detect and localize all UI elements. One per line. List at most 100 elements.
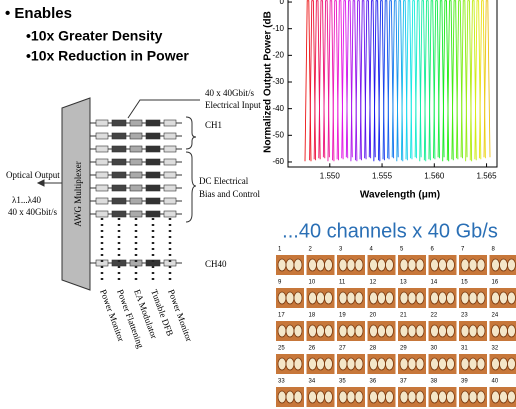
eye-opening	[408, 391, 416, 403]
brace	[186, 152, 196, 222]
eye-opening	[439, 391, 447, 403]
eye-opening	[378, 391, 386, 403]
eye-opening	[408, 259, 416, 271]
eye-opening	[294, 358, 302, 370]
eye-opening	[386, 259, 394, 271]
eye-label: 35	[339, 379, 346, 385]
eye-opening	[317, 391, 325, 403]
device	[130, 120, 142, 126]
eye-label: 12	[370, 280, 377, 286]
eye-opening	[500, 259, 508, 271]
eye-opening	[469, 358, 477, 370]
eye-opening	[339, 259, 347, 271]
eye-opening	[461, 358, 469, 370]
device	[96, 211, 108, 217]
eye-label: 11	[339, 280, 346, 286]
eye-opening	[386, 292, 394, 304]
eye-opening	[416, 292, 424, 304]
eye-opening	[431, 325, 439, 337]
eye-opening	[286, 325, 294, 337]
eye-opening	[339, 325, 347, 337]
bullet: •10x Reduction in Power	[26, 48, 189, 64]
eye-opening	[408, 325, 416, 337]
y-tick-label: 0	[280, 0, 285, 6]
brace	[186, 117, 196, 149]
device	[96, 198, 108, 204]
eye-opening	[461, 292, 469, 304]
device	[112, 120, 126, 126]
eye-opening	[416, 325, 424, 337]
eye-label: 38	[431, 379, 438, 385]
eye-label: 9	[278, 280, 282, 286]
eye-opening	[294, 292, 302, 304]
eye-opening	[477, 391, 485, 403]
device	[130, 198, 142, 204]
eye-opening	[508, 358, 516, 370]
input-label: 40 x 40Gbit/s	[205, 88, 255, 98]
eye-opening	[325, 259, 333, 271]
device	[146, 172, 160, 178]
eye-opening	[317, 292, 325, 304]
device	[130, 185, 142, 191]
eye-opening	[469, 292, 477, 304]
eye-opening	[339, 358, 347, 370]
eye-opening	[469, 325, 477, 337]
eye-label: 37	[400, 379, 407, 385]
eye-opening	[278, 325, 286, 337]
eye-label: 36	[370, 379, 377, 385]
y-tick-label: -30	[272, 77, 284, 86]
eye-opening	[469, 259, 477, 271]
device	[164, 172, 176, 178]
eye-opening	[317, 259, 325, 271]
eye-opening	[317, 325, 325, 337]
device	[146, 120, 160, 126]
eye-opening	[347, 325, 355, 337]
eye-opening	[278, 292, 286, 304]
eye-label: 33	[278, 379, 285, 385]
eye-label: 14	[431, 280, 438, 286]
device	[112, 146, 126, 152]
eye-opening	[492, 391, 500, 403]
eye-opening	[477, 292, 485, 304]
eye-opening	[378, 259, 386, 271]
y-tick-label: -50	[272, 130, 284, 139]
eye-opening	[461, 325, 469, 337]
device	[130, 133, 142, 139]
eye-opening	[447, 391, 455, 403]
eye-opening	[500, 391, 508, 403]
eye-opening	[347, 292, 355, 304]
eye-opening	[500, 358, 508, 370]
eye-opening	[500, 325, 508, 337]
eye-opening	[508, 391, 516, 403]
device	[146, 146, 160, 152]
eye-opening	[294, 391, 302, 403]
eye-label: 7	[461, 247, 465, 253]
eye-label: 31	[461, 346, 468, 352]
eye-opening	[286, 292, 294, 304]
eye-opening	[461, 259, 469, 271]
device	[164, 120, 176, 126]
eye-label: 17	[278, 313, 285, 319]
eye-opening	[500, 292, 508, 304]
eye-opening	[461, 391, 469, 403]
bullet-heading: • Enables	[5, 5, 72, 22]
eye-label: 8	[492, 247, 496, 253]
eye-opening	[309, 358, 317, 370]
eye-opening	[439, 325, 447, 337]
y-axis-label: Normalized Output Power (dB	[263, 11, 274, 153]
device	[96, 159, 108, 165]
eye-opening	[370, 325, 378, 337]
input-label: Electrical Input	[205, 100, 261, 110]
eye-opening	[339, 292, 347, 304]
eye-label: 32	[492, 346, 499, 352]
eye-opening	[325, 358, 333, 370]
eye-opening	[477, 325, 485, 337]
eye-opening	[400, 292, 408, 304]
eye-opening	[416, 259, 424, 271]
eye-label: 24	[492, 313, 499, 319]
eye-opening	[355, 325, 363, 337]
x-axis-label: Wavelength (μm)	[360, 190, 440, 201]
eye-opening	[355, 259, 363, 271]
eye-opening	[439, 292, 447, 304]
eye-label: 22	[431, 313, 438, 319]
